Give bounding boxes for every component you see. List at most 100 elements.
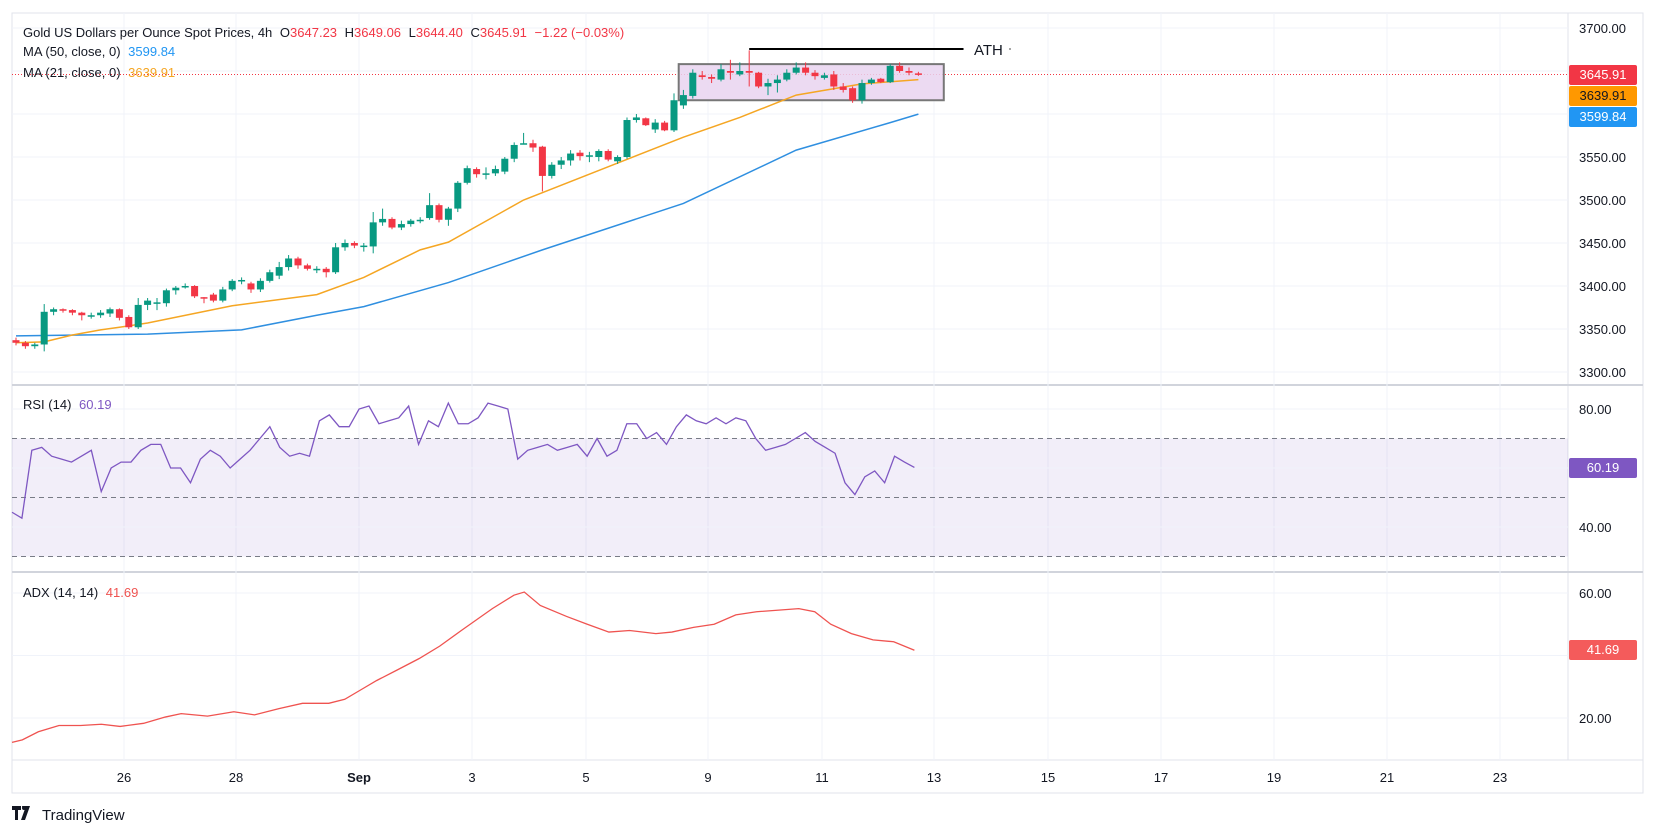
candle-body [97, 312, 105, 316]
candle-body [21, 342, 29, 347]
candle-body [604, 150, 612, 160]
candle [736, 62, 744, 77]
candle-body [679, 95, 687, 106]
candle [31, 342, 39, 349]
candle [369, 212, 377, 254]
candle-body [802, 67, 810, 73]
candle-body [614, 157, 622, 162]
candle-body [886, 65, 894, 83]
candle [426, 193, 434, 220]
candle-body [896, 65, 904, 71]
candle-body [783, 72, 791, 80]
ma21-legend[interactable]: MA (21, close, 0) 3639.91 [23, 65, 179, 81]
candle-body [50, 309, 58, 312]
candle-body [444, 208, 452, 220]
candle-body [153, 302, 161, 304]
candle-body [360, 245, 368, 248]
candle [792, 62, 800, 75]
candle [567, 150, 575, 166]
candle-body [31, 344, 39, 347]
price-tick-label: 3450.00 [1579, 236, 1626, 251]
candle-body [106, 309, 114, 314]
candle [388, 217, 396, 230]
candle [811, 70, 819, 80]
candle [134, 298, 142, 329]
candle [144, 298, 152, 311]
candle-body [632, 117, 640, 121]
candle [604, 149, 612, 162]
candle-body [745, 71, 753, 73]
adx-legend[interactable]: ADX (14, 14) 41.69 [23, 585, 142, 601]
candle [360, 243, 368, 252]
candle-body [482, 173, 490, 175]
candle [839, 83, 847, 93]
candle-body [689, 72, 697, 96]
close-label: C [470, 25, 480, 40]
last-price-badge: 3645.91 [1569, 65, 1637, 85]
candle-body [642, 118, 650, 126]
candle [914, 71, 922, 76]
candle-body [40, 311, 48, 345]
candle-body [12, 340, 20, 343]
rsi-label: RSI (14) [23, 397, 72, 412]
ma21-value: 3639.91 [128, 65, 176, 80]
tradingview-logo[interactable]: TradingView [12, 804, 125, 825]
candle-body [585, 155, 593, 157]
candle [397, 220, 405, 231]
candle-body [266, 272, 274, 281]
candle [463, 165, 471, 185]
candle [473, 167, 481, 178]
ma50-value: 3599.84 [128, 44, 176, 59]
open-value: 3647.23 [290, 25, 338, 40]
candle [773, 75, 781, 93]
ohlc-close: C3645.91 [471, 25, 527, 40]
x-tick-label: 17 [1154, 770, 1168, 785]
ma50-legend[interactable]: MA (50, close, 0) 3599.84 [23, 44, 179, 60]
close-value: 3645.91 [479, 25, 527, 40]
candle-body [426, 205, 434, 219]
candle [379, 208, 387, 226]
candle-body [416, 219, 424, 222]
candle-body [59, 309, 67, 311]
candle [849, 86, 857, 103]
candle [444, 206, 452, 226]
candle [40, 304, 48, 352]
candle-body [905, 71, 913, 73]
candle-body [764, 83, 772, 87]
rsi-legend[interactable]: RSI (14) 60.19 [23, 397, 116, 413]
candle-body [134, 304, 142, 328]
candle [698, 71, 706, 80]
adx-line [11, 591, 915, 744]
candle [322, 267, 330, 278]
rsi-value: 60.19 [79, 397, 112, 412]
candle [454, 181, 462, 213]
ohlc-open: O3647.23 [280, 25, 337, 40]
candle-body [388, 218, 396, 228]
candle [548, 162, 556, 179]
candle-body [78, 312, 86, 316]
candle-body [670, 100, 678, 131]
candle-body [162, 290, 170, 304]
candle [238, 277, 246, 285]
candle-body [341, 243, 349, 248]
candle [896, 62, 904, 73]
candle-body [463, 168, 471, 183]
candle [181, 283, 189, 289]
candle [538, 145, 546, 192]
candle [97, 310, 105, 318]
candle-body [322, 268, 330, 273]
candle [78, 311, 86, 321]
price-tick-label: 3350.00 [1579, 322, 1626, 337]
candle-body [548, 164, 556, 176]
x-tick-label: 26 [117, 770, 131, 785]
candle [350, 241, 358, 249]
candle-body [350, 243, 358, 246]
high-label: H [344, 25, 355, 40]
x-tick-label: 13 [927, 770, 941, 785]
candle [491, 165, 499, 176]
price-tick-label: 3400.00 [1579, 279, 1626, 294]
x-tick-label: 9 [704, 770, 711, 785]
candle-body [567, 153, 575, 161]
ma21-price-badge: 3639.91 [1569, 86, 1637, 106]
